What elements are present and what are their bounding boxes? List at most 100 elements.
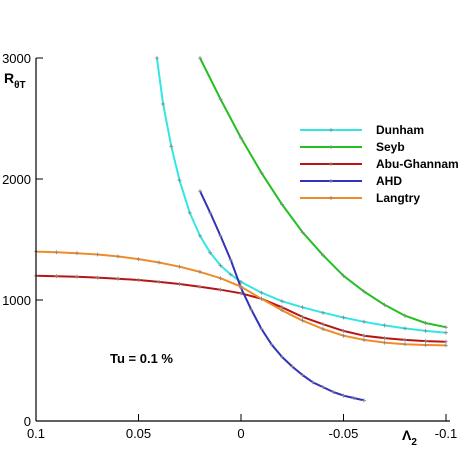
legend-label: Seyb	[376, 140, 405, 154]
data-point-abu-ghannam	[239, 291, 243, 296]
legend-label: Abu-Ghannam	[376, 157, 459, 171]
data-point-dunham	[228, 272, 233, 277]
data-point-langtry	[75, 251, 79, 256]
data-point-seyb	[300, 230, 305, 235]
data-point-abu-ghannam	[321, 322, 325, 327]
data-point-dunham	[187, 210, 192, 215]
y-tick-label: 2000	[2, 172, 31, 187]
data-point-langtry	[198, 269, 202, 274]
data-point-langtry	[136, 257, 141, 262]
series-langtry	[34, 249, 448, 348]
x-tick-label: 0.1	[27, 426, 45, 441]
series-ahd	[198, 189, 366, 403]
data-point-seyb	[218, 97, 223, 102]
data-point-seyb	[362, 289, 366, 294]
data-point-dunham	[321, 310, 325, 315]
data-point-ahd	[321, 385, 325, 390]
y-axis-title-sub: θT	[14, 80, 26, 91]
data-point-seyb	[444, 325, 448, 330]
data-point-langtry	[362, 337, 366, 342]
axes-layer	[35, 58, 450, 422]
x-axis-title-sub: 2	[411, 437, 417, 448]
data-point-dunham	[198, 233, 202, 238]
chart-annotation: Tu = 0.1 %	[110, 351, 173, 366]
data-point-abu-ghannam	[198, 284, 202, 289]
x-tick-label: -0.05	[329, 426, 359, 441]
data-point-langtry	[259, 296, 264, 301]
x-axis-title-main: Λ	[402, 427, 412, 443]
data-point-ahd	[331, 389, 336, 394]
data-point-seyb	[198, 56, 202, 60]
legend-item-dunham: Dunham	[300, 123, 424, 137]
data-point-abu-ghannam	[362, 333, 366, 338]
legend-item-seyb: Seyb	[300, 140, 405, 154]
data-point-langtry	[423, 343, 428, 348]
data-point-ahd	[208, 210, 213, 215]
data-point-langtry	[280, 308, 284, 313]
data-point-abu-ghannam	[95, 275, 100, 280]
data-point-dunham	[300, 305, 305, 310]
series-line-langtry	[35, 250, 447, 347]
data-point-langtry	[54, 250, 59, 255]
legend-label: AHD	[376, 174, 402, 188]
legend-item-abu-ghannam: Abu-Ghannam	[300, 157, 459, 171]
legend-marker	[329, 196, 333, 200]
legend-marker	[329, 179, 333, 183]
data-point-seyb	[403, 313, 407, 318]
data-point-abu-ghannam	[54, 274, 59, 279]
data-point-seyb	[259, 170, 264, 175]
data-point-langtry	[341, 333, 346, 338]
series-line-ahd	[199, 190, 365, 402]
data-point-dunham	[362, 319, 366, 324]
y-axis-title-main: R	[4, 70, 14, 86]
series-seyb	[198, 56, 448, 330]
series-dunham	[154, 56, 448, 335]
legend-label: Langtry	[376, 191, 420, 205]
ticks-layer: 0.1 0.05 0 -0.05 -0.1 0 1000 2000 3000	[2, 51, 457, 441]
svg-text:RθT: RθT	[4, 70, 26, 91]
data-point-langtry	[95, 252, 100, 257]
series-layer	[34, 56, 448, 403]
data-point-ahd	[362, 398, 366, 403]
data-point-abu-ghannam	[218, 287, 223, 292]
data-point-abu-ghannam	[341, 328, 346, 333]
x-tick-label: 0	[237, 426, 244, 441]
data-point-seyb	[239, 135, 243, 140]
data-point-dunham	[444, 330, 448, 335]
data-point-ahd	[218, 233, 223, 238]
data-point-langtry	[177, 264, 182, 269]
data-point-dunham	[208, 250, 213, 255]
data-point-ahd	[259, 327, 264, 332]
data-point-ahd	[290, 364, 295, 369]
data-point-ahd	[228, 258, 233, 263]
data-point-seyb	[423, 320, 428, 325]
y-tick-label: 0	[24, 414, 31, 429]
series-line-dunham	[155, 57, 447, 334]
legend-marker	[329, 145, 333, 149]
legend-marker	[329, 128, 333, 132]
data-point-langtry	[382, 340, 387, 345]
data-point-dunham	[280, 299, 284, 304]
svg-text:Λ2: Λ2	[402, 427, 417, 448]
data-point-seyb	[280, 202, 284, 207]
data-point-ahd	[310, 380, 315, 385]
legend-item-ahd: AHD	[300, 174, 402, 188]
data-point-langtry	[444, 343, 448, 348]
data-point-langtry	[116, 254, 120, 259]
data-point-dunham	[259, 290, 264, 295]
data-point-ahd	[300, 373, 305, 378]
data-point-dunham	[161, 101, 166, 106]
data-point-ahd	[351, 396, 356, 401]
data-point-dunham	[218, 263, 223, 268]
data-point-abu-ghannam	[116, 276, 120, 281]
data-point-abu-ghannam	[136, 278, 141, 283]
data-point-langtry	[321, 327, 325, 332]
legend: Dunham Seyb Abu-Ghannam AHD Langtry	[300, 123, 459, 205]
data-point-abu-ghannam	[403, 337, 407, 342]
y-tick-label: 1000	[2, 293, 31, 308]
data-point-dunham	[177, 178, 182, 183]
data-point-abu-ghannam	[382, 336, 387, 341]
data-point-dunham	[423, 328, 428, 333]
x-tick-label: -0.1	[435, 426, 457, 441]
